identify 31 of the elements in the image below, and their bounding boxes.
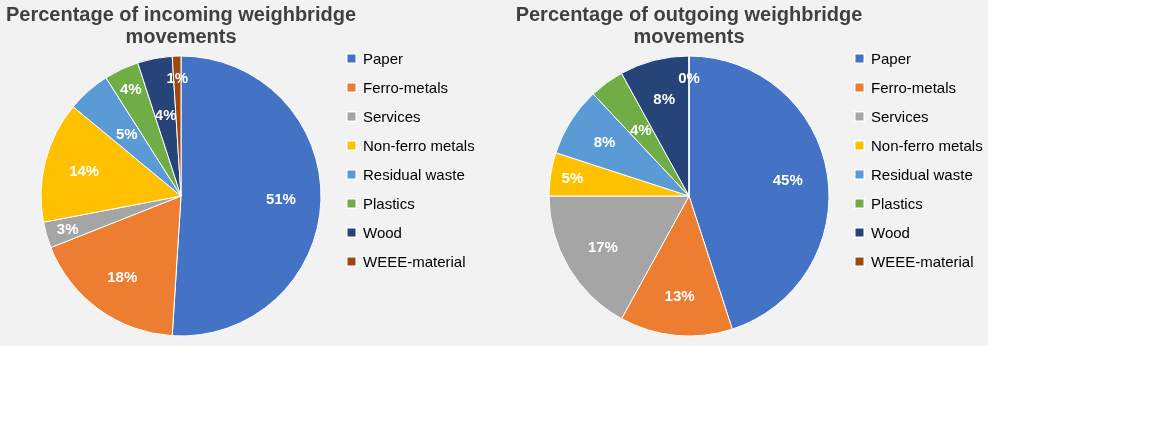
data-label: 8% — [653, 90, 675, 108]
data-label: 4% — [629, 120, 652, 138]
data-label: 4% — [119, 80, 142, 98]
legend-label: WEEE-material — [363, 252, 466, 270]
data-label: 51% — [265, 190, 296, 208]
chart-title: Percentage of outgoing weighbridge movements — [515, 3, 863, 47]
legend-label: Residual waste — [871, 165, 973, 183]
data-label: 45% — [772, 171, 803, 189]
data-label: 3% — [56, 219, 79, 237]
legend-label: Services — [363, 107, 421, 125]
data-label: 13% — [664, 286, 695, 304]
data-label: 8% — [593, 133, 616, 151]
data-label: 18% — [107, 267, 138, 285]
legend-label: Ferro-metals — [363, 78, 449, 96]
legend-label: Plastics — [871, 194, 923, 212]
chart-title: Percentage of incoming weighbridge movements — [5, 3, 357, 47]
data-label: 17% — [587, 237, 618, 255]
legend-label: Paper — [363, 49, 404, 67]
legend-label: Residual waste — [363, 165, 465, 183]
legend-label: Non-ferro metals — [363, 136, 475, 154]
legend-label: Non-ferro metals — [871, 136, 983, 154]
legend-label: Services — [871, 107, 929, 125]
data-label: 5% — [561, 168, 584, 186]
legend-label: Plastics — [363, 194, 415, 212]
legend-label: Ferro-metals — [871, 78, 957, 96]
legend-label: Wood — [871, 223, 910, 241]
legend-label: WEEE-material — [871, 252, 974, 270]
data-label: 5% — [115, 125, 138, 143]
legend-label: Wood — [363, 223, 402, 241]
legend-label: Paper — [871, 49, 912, 67]
data-label: 14% — [69, 162, 100, 180]
